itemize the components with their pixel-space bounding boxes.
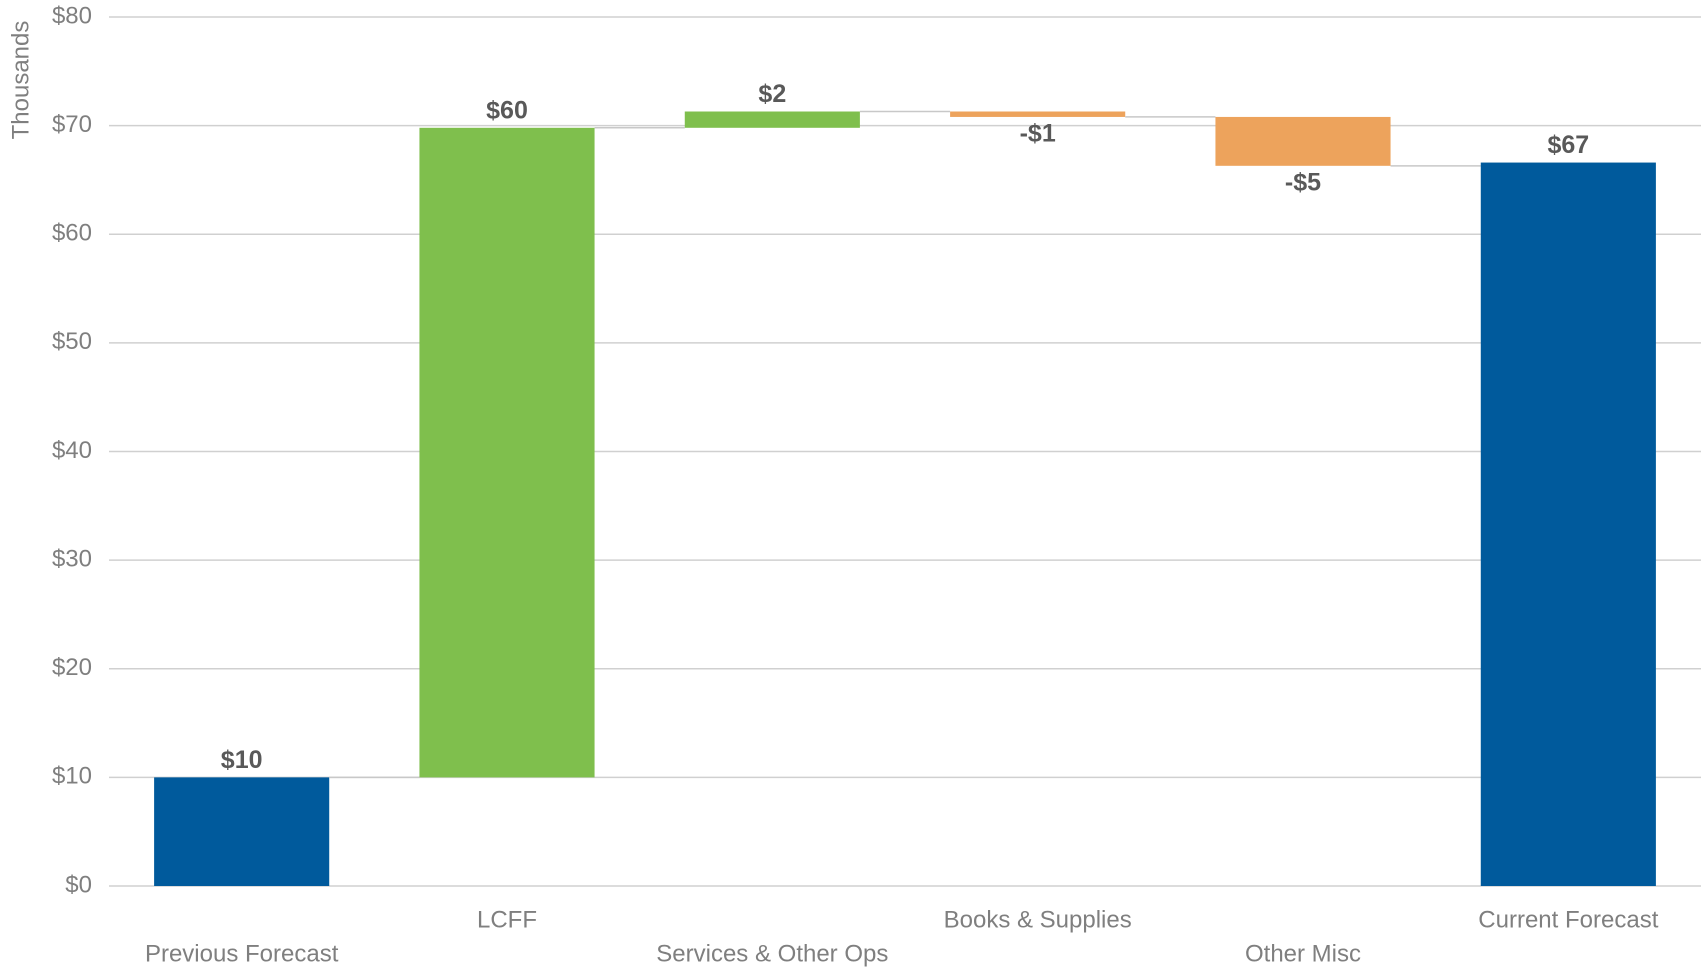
bar (419, 127, 595, 778)
y-tick-label: $10 (52, 763, 92, 790)
y-tick-label: $0 (65, 871, 92, 898)
y-axis-title: Thousands (7, 21, 34, 140)
x-tick-label: Other Misc (1245, 940, 1361, 967)
bar (950, 111, 1126, 117)
data-label: $10 (221, 746, 263, 774)
data-label: $2 (758, 80, 786, 108)
y-tick-label: $40 (52, 437, 92, 464)
x-tick-label: Books & Supplies (944, 906, 1132, 933)
bar (1215, 116, 1391, 166)
data-label: $67 (1547, 131, 1589, 159)
data-label: -$5 (1285, 168, 1321, 196)
x-tick-label: Services & Other Ops (656, 940, 888, 967)
y-tick-label: $50 (52, 328, 92, 355)
bar (684, 111, 860, 128)
x-tick-label: Current Forecast (1478, 906, 1658, 933)
y-tick-label: $70 (52, 111, 92, 138)
bar (154, 777, 330, 886)
x-tick-label: Previous Forecast (145, 940, 339, 967)
y-tick-label: $30 (52, 545, 92, 572)
y-tick-label: $60 (52, 220, 92, 247)
data-label: -$1 (1020, 120, 1056, 148)
x-tick-label: LCFF (477, 906, 537, 933)
bar (1480, 162, 1656, 886)
data-label: $60 (486, 96, 528, 124)
y-tick-label: $80 (52, 2, 92, 29)
y-tick-label: $20 (52, 654, 92, 681)
